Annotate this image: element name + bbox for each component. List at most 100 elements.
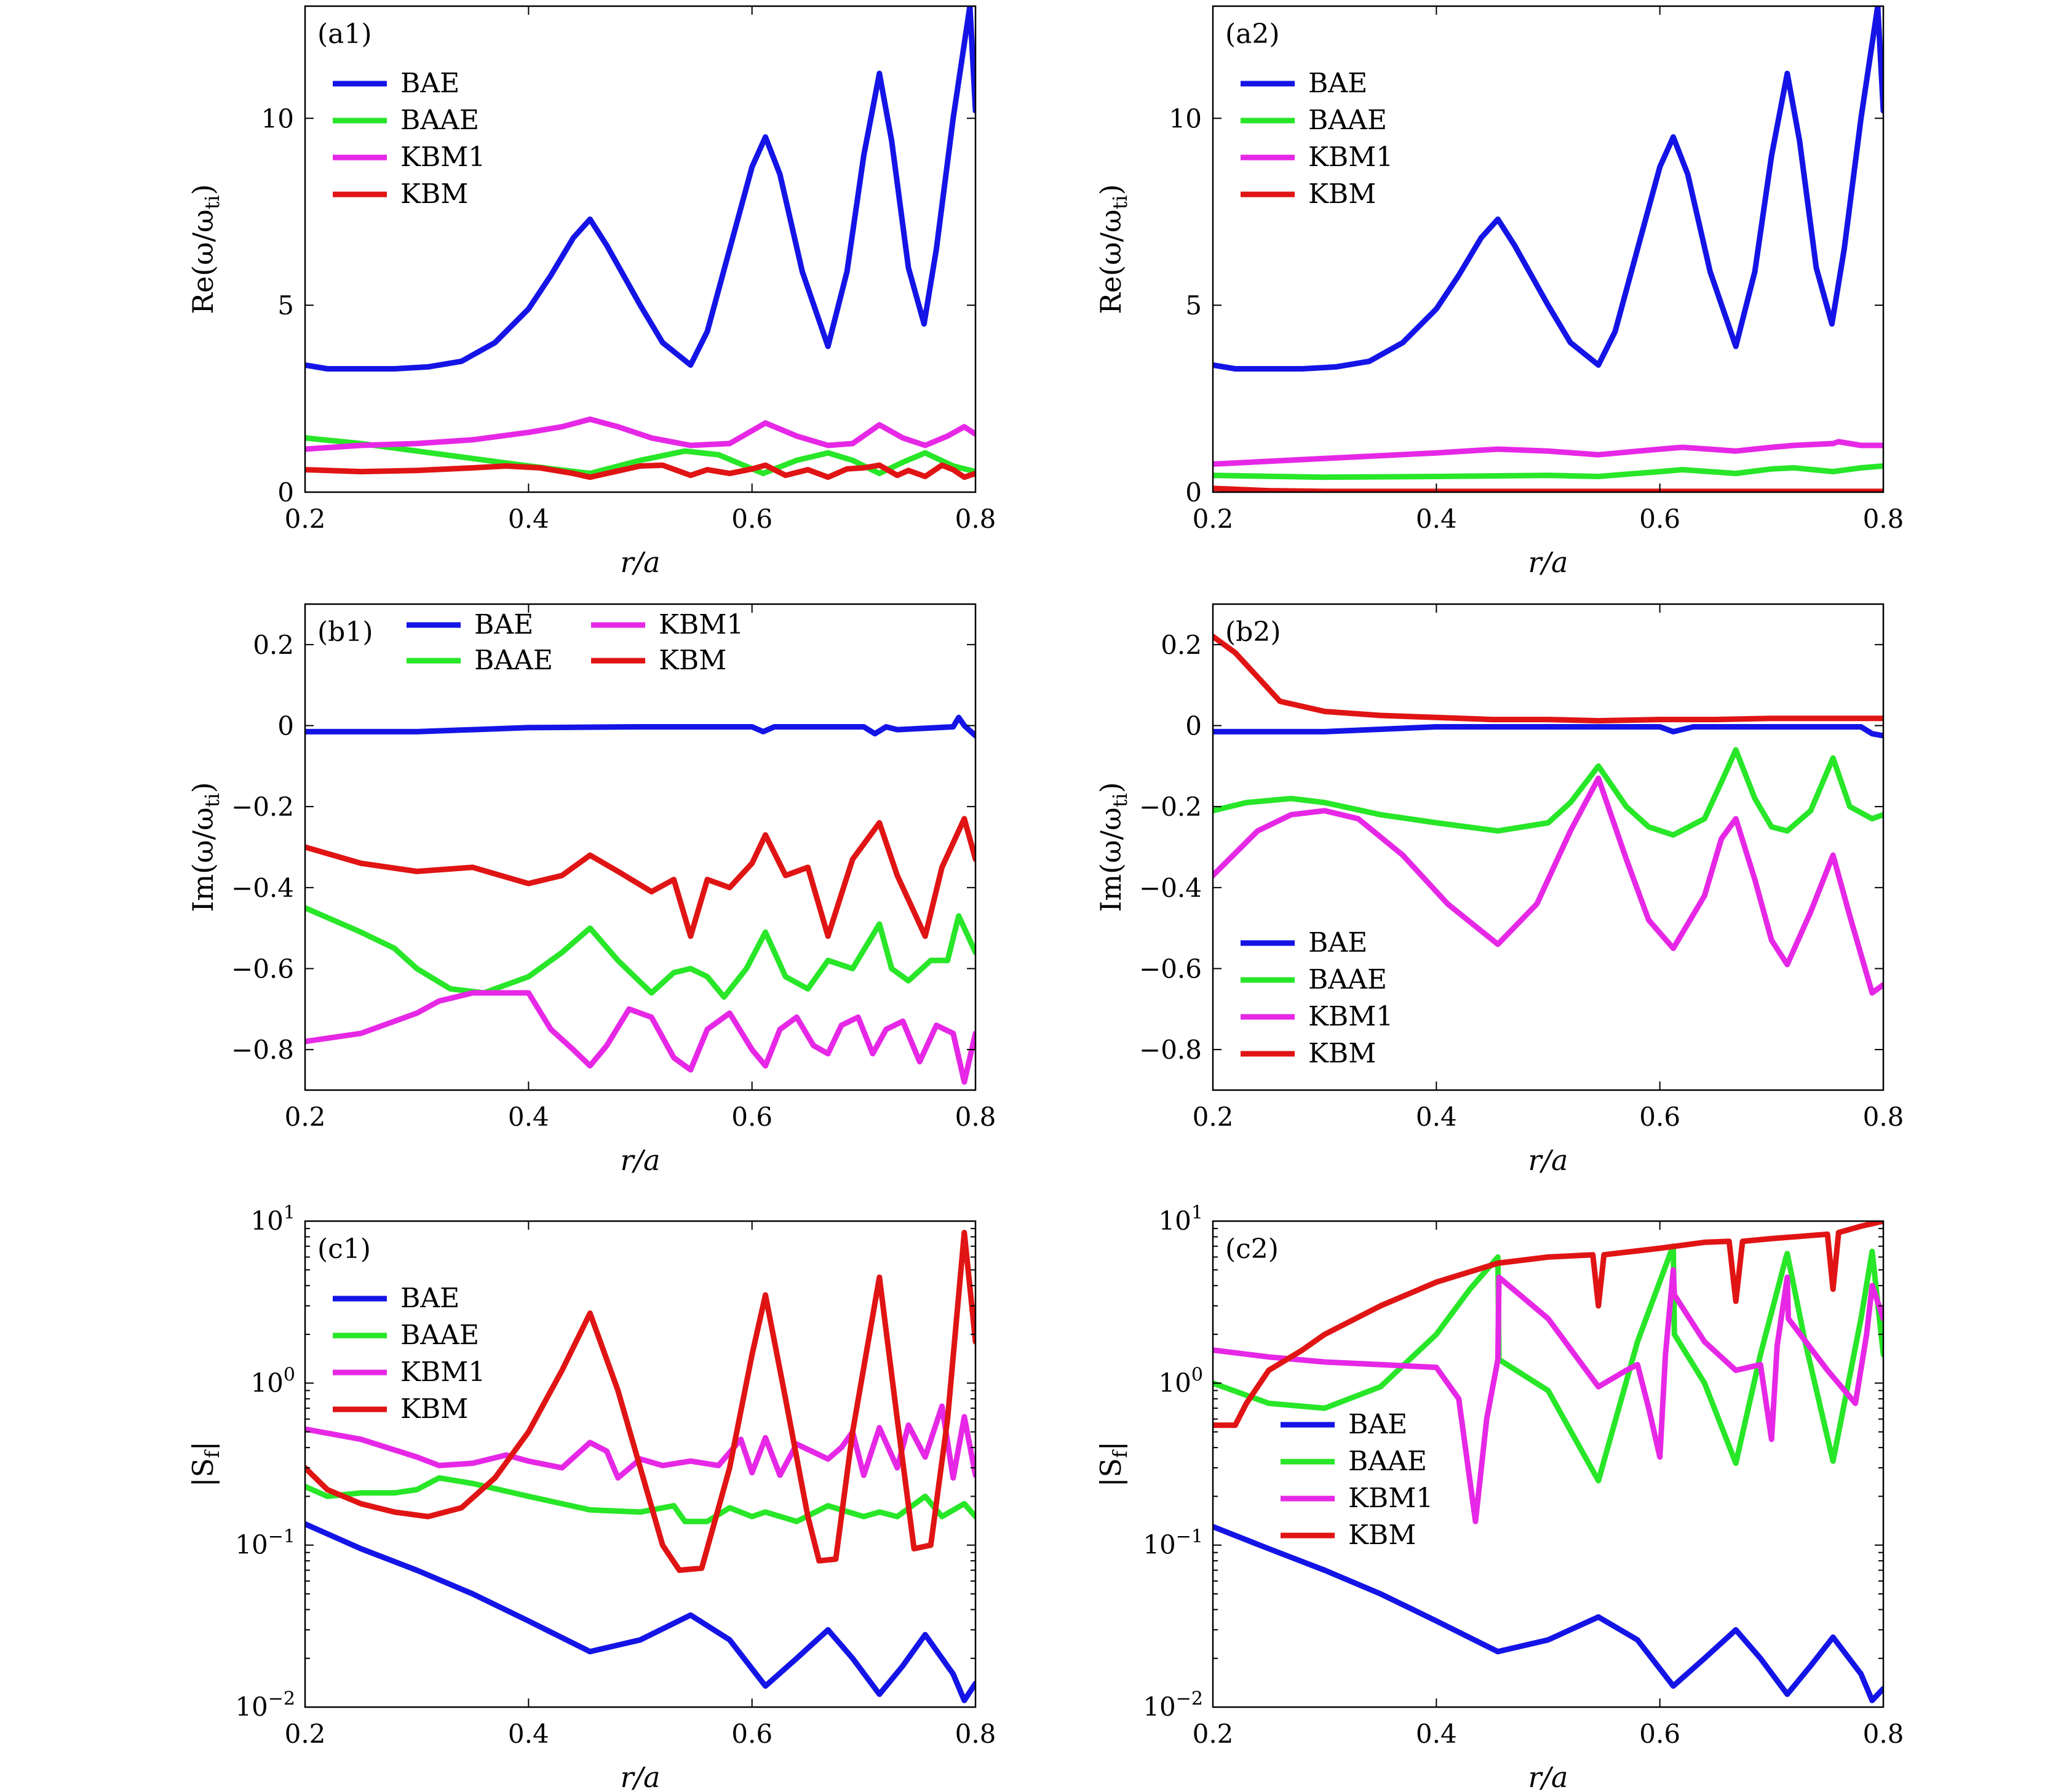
x-tick-label: 0.2 (285, 1102, 326, 1132)
series-group (305, 6, 975, 480)
series-line-kbm (305, 816, 975, 939)
series-line-bae (305, 714, 975, 739)
x-tick-label: 0.2 (285, 1719, 326, 1749)
x-tick-label: 0.2 (285, 504, 326, 534)
x-tick-label: 0.8 (1863, 1719, 1904, 1749)
legend-label-baae: BAAE (474, 645, 553, 676)
legend: BAE BAAE KBM1 KBM (333, 1283, 485, 1425)
legend: BAE BAAE KBM1 KBM (333, 68, 485, 210)
x-tick-label: 0.4 (1416, 1102, 1457, 1132)
x-axis-label: r/a (1528, 546, 1568, 579)
panel-a2: 0.2 0.4 0.6 0.8 0 5 10 r/a Re(ω/ωti) (a2) BAE BAAE K… (1094, 5, 1904, 579)
y-tick-label: −0.2 (231, 792, 294, 822)
series-line-kbm (1213, 1221, 1883, 1428)
legend-label-bae: BAE (400, 68, 459, 99)
legend-label-kbm: KBM (659, 645, 726, 676)
plot-frame (304, 603, 977, 1091)
panel-c2: 0.2 0.4 0.6 0.8 10−2 10−1 100 101 r/a |Sf| (c2) BAE… (1094, 1202, 1904, 1792)
x-tick-label: 0.6 (1639, 1719, 1680, 1749)
series-line-kbm1 (305, 416, 975, 452)
panel-a1: 0.2 0.4 0.6 0.8 0 5 10 r/a Re(ω/ωti) (a1) BAE BAAE K… (186, 5, 996, 579)
y-tick-label: −0.8 (231, 1035, 294, 1065)
series-line-baae (305, 435, 975, 477)
y-tick-label: 100 (1158, 1364, 1203, 1398)
y-tick-label: 10 (1169, 103, 1202, 133)
series-line-kbm1 (1213, 439, 1883, 467)
y-tick-label: 10−1 (1143, 1526, 1203, 1560)
y-axis-label: Re(ω/ωti) (1094, 184, 1132, 314)
x-tick-label: 0.8 (955, 504, 996, 534)
y-tick-label: 0 (1185, 477, 1202, 508)
series-line-kbm1 (305, 990, 975, 1085)
series-group (1213, 1221, 1883, 1703)
panel-tag: (a2) (1225, 18, 1280, 50)
y-tick-label: −0.4 (231, 873, 294, 903)
y-axis-label: |Sf| (1094, 1441, 1132, 1487)
x-axis-label: r/a (621, 1144, 661, 1177)
series-line-baae (305, 905, 975, 1000)
y-tick-label: 0.2 (253, 630, 294, 660)
plot-frame (304, 5, 977, 493)
legend: BAE BAAE KBM1 KBM (1241, 68, 1393, 210)
x-tick-label: 0.2 (1193, 1719, 1234, 1749)
x-tick-label: 0.6 (731, 504, 773, 534)
panel-tag: (a1) (317, 18, 372, 50)
x-tick-label: 0.8 (955, 1102, 996, 1132)
plot-frame (1212, 1220, 1885, 1708)
x-tick-label: 0.8 (955, 1719, 996, 1749)
legend-label-kbm1: KBM1 (1308, 1001, 1393, 1032)
x-tick-label: 0.6 (1639, 1102, 1680, 1132)
legend-label-kbm1: KBM1 (1348, 1483, 1433, 1514)
series-group (305, 1230, 975, 1703)
legend: BAE BAAE KBM1 KBM (1241, 927, 1393, 1069)
y-tick-label: −0.6 (1139, 954, 1202, 984)
panel-tag: (b2) (1225, 616, 1281, 648)
series-line-kbm (305, 1230, 975, 1573)
x-tick-label: 0.6 (731, 1719, 773, 1749)
y-tick-label: 0 (1185, 711, 1202, 741)
y-tick-label: 100 (250, 1364, 295, 1398)
x-axis-label: r/a (1528, 1144, 1568, 1177)
y-axis-label: Im(ω/ωti) (1094, 782, 1132, 912)
x-tick-label: 0.2 (1193, 504, 1234, 534)
legend-label-kbm1: KBM1 (400, 141, 485, 173)
panel-tag: (b1) (317, 616, 373, 648)
y-tick-label: 5 (1185, 290, 1202, 321)
series-line-bae (1213, 6, 1883, 372)
panel-b1: 0.2 0.4 0.6 0.8 −0.8 −0.6 −0.4 −0.2 0 0.2 r/a Im(ω/… (186, 603, 996, 1177)
x-axis-label: r/a (621, 1761, 661, 1792)
x-tick-label: 0.4 (1416, 504, 1457, 534)
legend-label-baae: BAAE (1308, 105, 1387, 136)
y-tick-label: 101 (1158, 1202, 1203, 1236)
plot-frame (304, 1220, 977, 1708)
legend-label-baae: BAAE (400, 105, 479, 136)
y-tick-label: 0.2 (1161, 630, 1202, 660)
y-tick-label: 10 (261, 103, 294, 133)
x-tick-label: 0.6 (1639, 504, 1680, 534)
legend-label-baae: BAAE (1308, 964, 1387, 995)
y-tick-label: 0 (277, 477, 294, 508)
legend-label-kbm1: KBM1 (400, 1356, 485, 1388)
plot-frame (1212, 603, 1885, 1091)
y-tick-label: −0.4 (1139, 873, 1202, 903)
x-axis-label: r/a (1528, 1761, 1568, 1792)
series-line-baae (305, 1475, 975, 1524)
legend-label-bae: BAE (1308, 68, 1367, 99)
legend-label-kbm: KBM (400, 178, 468, 210)
x-tick-label: 0.4 (1416, 1719, 1457, 1749)
series-line-bae (305, 1521, 975, 1703)
panel-c1: 0.2 0.4 0.6 0.8 10−2 10−1 100 101 r/a |Sf| (c1) BAE… (186, 1202, 996, 1792)
x-tick-label: 0.8 (1863, 1102, 1904, 1132)
legend-label-kbm: KBM (1308, 178, 1376, 210)
x-tick-label: 0.2 (1193, 1102, 1234, 1132)
y-axis-label: |Sf| (186, 1441, 224, 1487)
legend: BAE BAAE KBM1 KBM (407, 609, 744, 676)
legend: BAE BAAE KBM1 KBM (1281, 1409, 1433, 1551)
y-tick-label: 10−1 (235, 1526, 295, 1560)
legend-label-bae: BAE (1348, 1409, 1407, 1440)
y-tick-label: 10−2 (1143, 1688, 1203, 1722)
legend-label-kbm1: KBM1 (659, 609, 744, 640)
series-line-bae (305, 6, 975, 372)
series-line-kbm (1213, 634, 1883, 724)
x-tick-label: 0.4 (508, 1102, 549, 1132)
